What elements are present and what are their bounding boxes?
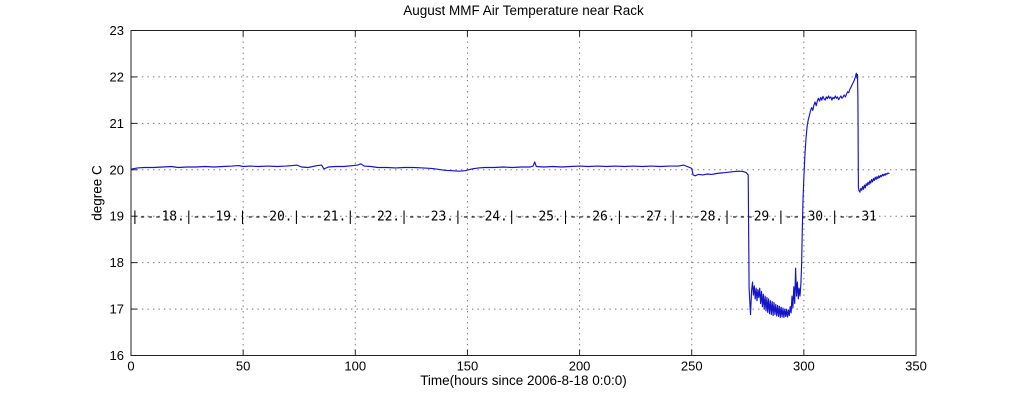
day-marker: |---24. — [454, 210, 508, 225]
day-marker: |---29. — [723, 210, 777, 225]
y-tick-label: 16 — [110, 348, 124, 363]
x-tick-label: 200 — [569, 359, 591, 374]
y-tick-label: 22 — [110, 69, 124, 84]
day-marker: |---30. — [777, 210, 831, 225]
day-marker: |---20. — [239, 210, 293, 225]
day-marker: |---21. — [292, 210, 346, 225]
day-marker: |---25. — [508, 210, 562, 225]
y-tick-label: 17 — [110, 302, 124, 317]
y-tick-label: 19 — [110, 209, 124, 224]
day-marker: |---19. — [185, 210, 239, 225]
x-tick-label: 300 — [793, 359, 815, 374]
y-tick-label: 18 — [110, 255, 124, 270]
day-marker: |---28. — [669, 210, 723, 225]
y-tick-label: 23 — [110, 23, 124, 38]
x-tick-label: 250 — [681, 359, 703, 374]
axes-box — [130, 30, 917, 356]
y-tick-label: 21 — [110, 116, 124, 131]
x-tick-label: 150 — [457, 359, 479, 374]
day-marker: |---22. — [346, 210, 400, 225]
x-tick-label: 0 — [127, 359, 134, 374]
x-tick-label: 350 — [905, 359, 927, 374]
day-marker: |---31 — [831, 210, 877, 225]
day-marker: |---18. — [131, 210, 185, 225]
x-axis-label: Time(hours since 2006-8-18 0:0:0) — [420, 373, 627, 388]
day-marker: |---27. — [615, 210, 669, 225]
day-marker: |---23. — [400, 210, 454, 225]
x-tick-label: 100 — [344, 359, 366, 374]
day-marker: |---26. — [562, 210, 616, 225]
chart-title: August MMF Air Temperature near Rack — [403, 3, 644, 18]
x-tick-label: 50 — [236, 359, 250, 374]
y-tick-label: 20 — [110, 162, 124, 177]
temperature-line — [131, 72, 890, 318]
